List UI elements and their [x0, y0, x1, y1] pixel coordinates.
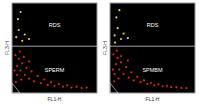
point [70, 87, 72, 89]
point [19, 51, 21, 53]
point [16, 74, 18, 76]
point [133, 79, 135, 81]
point [28, 38, 30, 40]
point [114, 34, 116, 36]
point [28, 78, 30, 80]
marks [110, 9, 195, 93]
point [185, 87, 187, 89]
point [40, 82, 42, 84]
point [15, 81, 17, 83]
point [166, 85, 168, 87]
plot-area [12, 3, 97, 93]
point [143, 79, 145, 81]
point [36, 75, 38, 77]
point [33, 80, 35, 82]
marks [12, 11, 97, 93]
point [86, 87, 88, 89]
point [76, 86, 78, 88]
point [30, 70, 32, 72]
point [118, 69, 120, 71]
point [43, 78, 45, 80]
point [113, 80, 115, 82]
point [150, 82, 152, 84]
point [14, 54, 16, 56]
point [157, 83, 159, 85]
point [127, 60, 129, 62]
point [180, 87, 182, 89]
point [62, 86, 64, 88]
point [170, 86, 172, 88]
point [136, 76, 138, 78]
point [146, 83, 148, 85]
point [21, 40, 23, 42]
region-label: RDS [49, 22, 61, 28]
point [20, 78, 22, 80]
point [19, 69, 21, 71]
point [115, 16, 117, 18]
point [115, 63, 117, 65]
point [25, 67, 27, 69]
region-label: RDS [147, 22, 159, 28]
point [175, 86, 177, 88]
point [120, 55, 122, 57]
point [47, 84, 49, 86]
y-axis-label: FL3-H [102, 41, 108, 55]
point [50, 81, 52, 83]
point [15, 36, 17, 38]
point [140, 81, 142, 83]
figure: RDS SPERM FL1-H FL3-H RDS SPMBM FL1-H FL3-H [0, 0, 200, 107]
point [125, 66, 127, 68]
point [18, 58, 20, 60]
point [118, 9, 120, 11]
point [17, 18, 19, 20]
point [114, 73, 116, 75]
point [120, 38, 122, 40]
point [114, 42, 116, 44]
point [23, 56, 25, 58]
point [130, 71, 132, 73]
point [128, 77, 130, 79]
x-axis-label: FL1-H [146, 96, 160, 102]
debris-gate [110, 83, 118, 93]
point [117, 27, 119, 29]
point [24, 33, 26, 35]
x-axis-label: FL1-H [48, 96, 62, 102]
point [24, 74, 26, 76]
point [123, 73, 125, 75]
point [66, 84, 68, 86]
point [127, 37, 129, 39]
region-label: SPERM [45, 67, 65, 73]
point [123, 33, 125, 35]
point [18, 29, 20, 31]
point [112, 69, 114, 71]
point [112, 53, 114, 55]
point [21, 62, 23, 64]
point [162, 85, 164, 87]
point [58, 83, 60, 85]
point [120, 61, 122, 63]
point [117, 57, 119, 59]
point [19, 11, 21, 13]
point [16, 65, 18, 67]
point [117, 78, 119, 80]
point [153, 84, 155, 86]
plot-area [110, 3, 195, 93]
point [81, 87, 83, 89]
debris-gate [12, 83, 20, 93]
point [53, 85, 55, 87]
point [28, 60, 30, 62]
region-label: SPMBM [142, 67, 163, 73]
gate-line [110, 46, 195, 47]
gate-line [12, 46, 97, 47]
point [13, 69, 15, 71]
y-axis-label: FL3-H [4, 41, 10, 55]
point [116, 50, 118, 52]
